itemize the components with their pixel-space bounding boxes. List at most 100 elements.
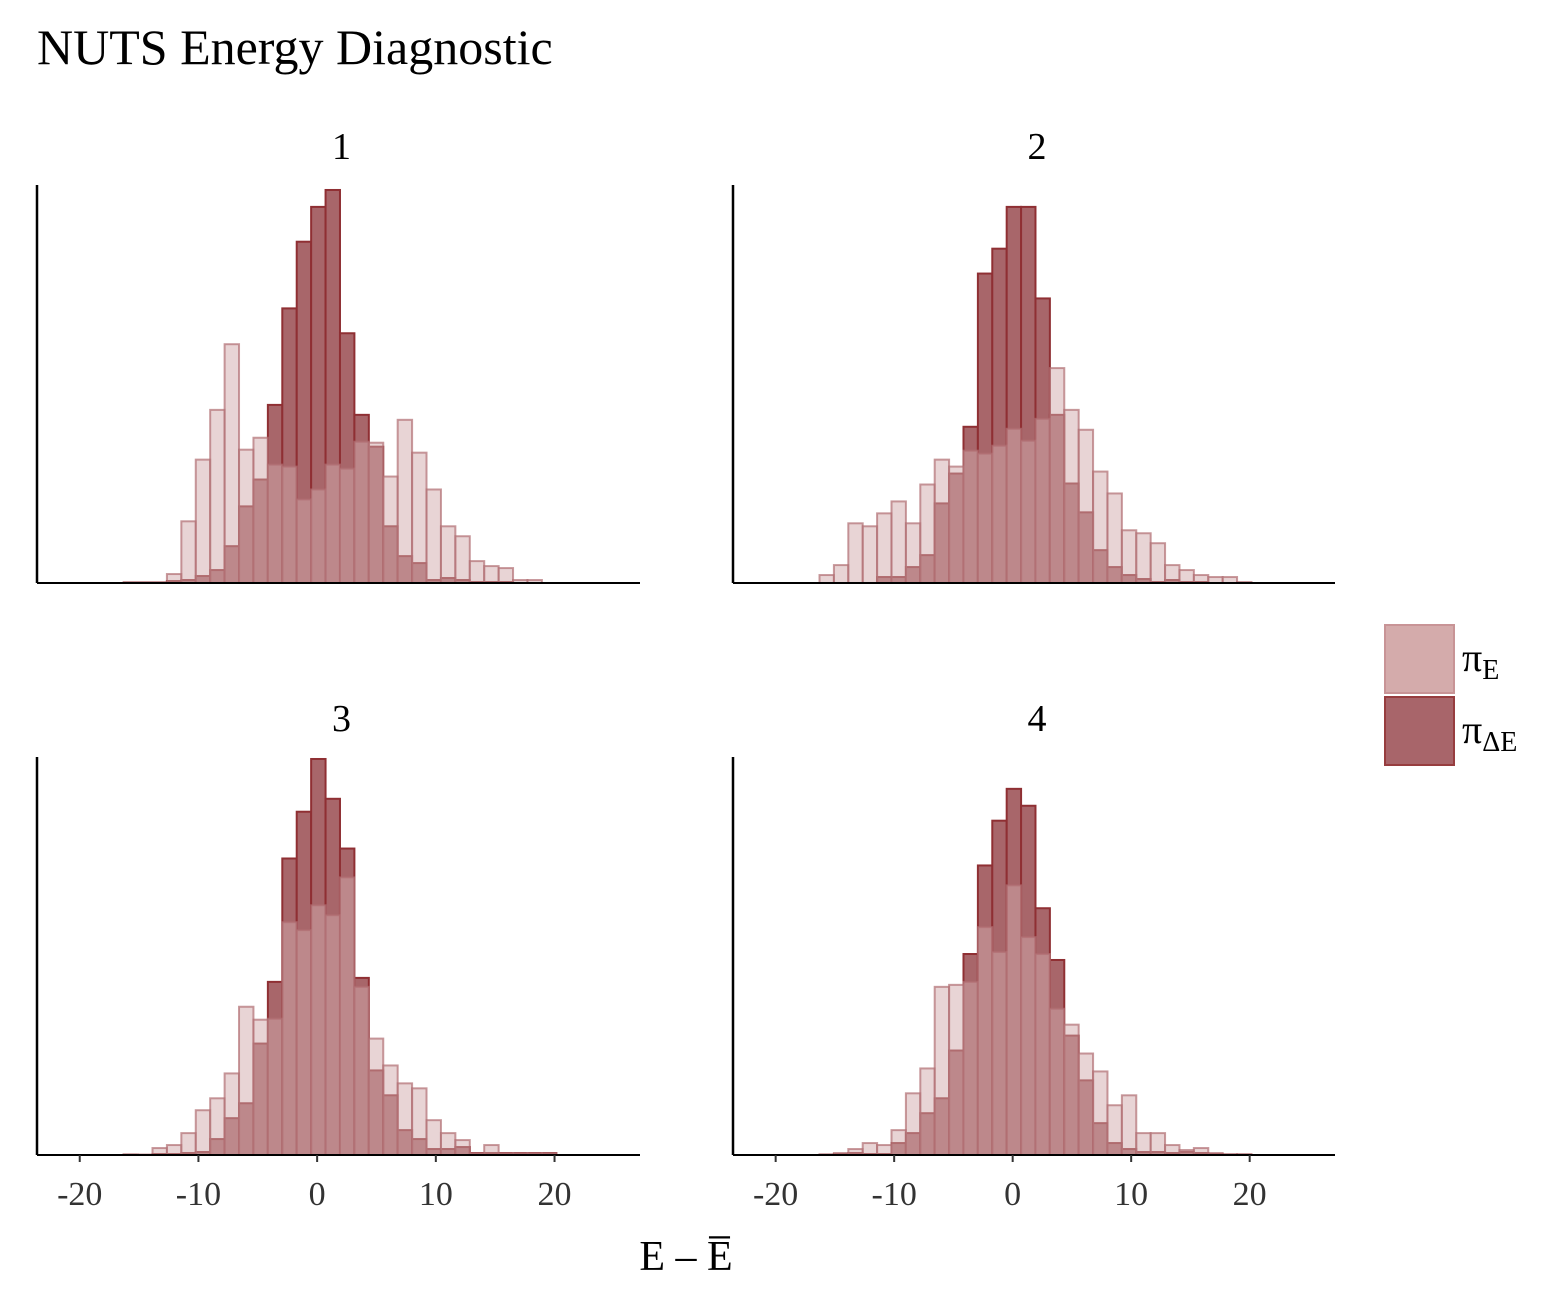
histogram-bar-E bbox=[1136, 1133, 1150, 1155]
histogram-bar-E bbox=[1035, 954, 1049, 1155]
x-tick-label: -20 bbox=[57, 1176, 102, 1213]
histogram-bar-E bbox=[239, 450, 253, 583]
x-tick-label: -10 bbox=[176, 1176, 221, 1213]
histogram-bar-E bbox=[499, 568, 513, 583]
histogram-bar-E bbox=[877, 513, 891, 583]
histogram-bar-E bbox=[1122, 1095, 1136, 1155]
facet-panel-1: 1 bbox=[37, 126, 640, 583]
histogram-bar-E bbox=[282, 922, 296, 1155]
histogram-bar-E bbox=[834, 565, 848, 583]
histogram-bar-E bbox=[181, 521, 195, 583]
histogram-bar-E bbox=[369, 1039, 383, 1155]
histogram-bar-E bbox=[891, 1130, 905, 1155]
facet-label: 1 bbox=[332, 126, 351, 168]
histogram-bar-E bbox=[1079, 1054, 1093, 1155]
histogram-bar-E bbox=[935, 987, 949, 1155]
histogram-bar-E bbox=[326, 465, 340, 583]
facet-label: 2 bbox=[1028, 126, 1047, 168]
histogram-bar-E bbox=[978, 454, 992, 583]
histogram-bar-E bbox=[1064, 1025, 1078, 1155]
histogram-bar-E bbox=[484, 1145, 498, 1155]
histogram-bar-E bbox=[398, 420, 412, 583]
histogram-bar-E bbox=[1050, 1009, 1064, 1155]
x-tick-label: -20 bbox=[753, 1176, 798, 1213]
histogram-bar-E bbox=[848, 523, 862, 583]
histogram-bar-E bbox=[963, 982, 977, 1155]
facet-panel-2: 2 bbox=[733, 126, 1335, 583]
histogram-bar-E bbox=[196, 1110, 210, 1155]
histogram-bar-E bbox=[152, 1148, 166, 1155]
histogram-bar-E bbox=[354, 987, 368, 1155]
histogram-bar-E bbox=[1107, 493, 1121, 583]
histogram-bar-E bbox=[1064, 410, 1078, 583]
histogram-bar-E bbox=[1179, 570, 1193, 583]
histogram-bar-E bbox=[427, 489, 441, 583]
legend: πE πΔE bbox=[1385, 625, 1517, 765]
facet-label: 4 bbox=[1028, 698, 1047, 740]
histogram-bar-E bbox=[455, 1140, 469, 1155]
histogram-bar-E bbox=[340, 469, 354, 583]
x-tick-label: -10 bbox=[872, 1176, 917, 1213]
histogram-bar-E bbox=[427, 1120, 441, 1155]
histogram-bar-E bbox=[1035, 419, 1049, 583]
histogram-bar-E bbox=[167, 1145, 181, 1155]
histogram-bar-E bbox=[268, 1019, 282, 1155]
histogram-bar-E bbox=[920, 484, 934, 583]
histogram-bar-E bbox=[935, 460, 949, 583]
histogram-bar-E bbox=[978, 927, 992, 1155]
histogram-bar-E bbox=[1107, 1105, 1121, 1155]
histogram-bar-E bbox=[1007, 885, 1021, 1155]
histogram-bar-E bbox=[470, 561, 484, 583]
x-tick-label: 0 bbox=[309, 1176, 326, 1213]
histogram-bar-E bbox=[455, 536, 469, 583]
histogram-bar-E bbox=[1021, 441, 1035, 583]
x-axis-label: E – E̅ bbox=[639, 1234, 732, 1280]
chart-title: NUTS Energy Diagnostic bbox=[37, 19, 553, 75]
histogram-bar-E bbox=[282, 467, 296, 583]
x-tick-label: 10 bbox=[419, 1176, 453, 1213]
histogram-bar-E bbox=[1151, 1133, 1165, 1155]
histogram-bar-E bbox=[1007, 429, 1021, 583]
histogram-bar-E bbox=[239, 1007, 253, 1155]
histogram-bar-E bbox=[863, 526, 877, 583]
histogram-bar-E bbox=[920, 1068, 934, 1155]
histogram-bar-E bbox=[354, 442, 368, 583]
histogram-bar-E bbox=[1165, 1145, 1179, 1155]
facet-label: 3 bbox=[332, 698, 351, 740]
histogram-bar-E bbox=[311, 905, 325, 1155]
histogram-bar-E bbox=[383, 1065, 397, 1155]
histogram-bar-E bbox=[225, 344, 239, 583]
histogram-bar-E bbox=[1136, 533, 1150, 583]
histogram-bar-E bbox=[891, 501, 905, 583]
histogram-bar-E bbox=[412, 453, 426, 583]
histogram-bar-E bbox=[167, 574, 181, 583]
histogram-bar-E bbox=[398, 1083, 412, 1155]
histogram-bar-E bbox=[906, 1093, 920, 1155]
histogram-bar-E bbox=[1122, 530, 1136, 583]
histogram-bar-E bbox=[1093, 472, 1107, 583]
legend-swatch-e bbox=[1385, 625, 1454, 693]
histogram-bar-E bbox=[906, 523, 920, 583]
histogram-bar-E bbox=[1151, 543, 1165, 583]
histogram-bar-E bbox=[311, 489, 325, 583]
histogram-bar-E bbox=[949, 467, 963, 583]
histogram-bar-E bbox=[369, 443, 383, 583]
histogram-bar-E bbox=[181, 1133, 195, 1155]
histogram-bar-E bbox=[877, 1145, 891, 1155]
histogram-bar-E bbox=[992, 952, 1006, 1155]
histogram-bar-E bbox=[963, 451, 977, 583]
x-tick-label: 20 bbox=[538, 1176, 572, 1213]
histogram-bar-E bbox=[441, 1133, 455, 1155]
x-tick-label: 0 bbox=[1004, 1176, 1021, 1213]
x-tick-label: 10 bbox=[1114, 1176, 1148, 1213]
histogram-bar-E bbox=[992, 446, 1006, 583]
histogram-bar-E bbox=[253, 438, 267, 583]
histogram-bar-E bbox=[1165, 565, 1179, 583]
histogram-bar-E bbox=[412, 1088, 426, 1155]
histogram-bar-E bbox=[820, 575, 834, 583]
histogram-bar-E bbox=[1050, 368, 1064, 583]
histogram-bar-E bbox=[1194, 575, 1208, 583]
facet-panel-3: 3 -20 -10 0 10 20 bbox=[37, 698, 640, 1213]
